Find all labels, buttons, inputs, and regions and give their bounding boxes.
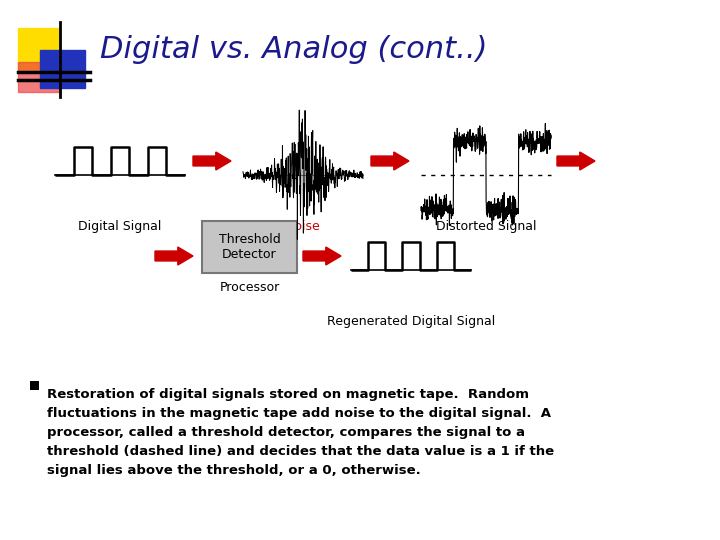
Text: Distorted Signal: Distorted Signal: [436, 220, 536, 233]
Bar: [30, 381, 39, 390]
Bar: [202, 221, 297, 273]
FancyArrow shape: [303, 247, 341, 265]
Text: signal lies above the threshold, or a 0, otherwise.: signal lies above the threshold, or a 0,…: [47, 464, 420, 477]
Text: Threshold
Detector: Threshold Detector: [219, 233, 280, 261]
FancyArrow shape: [193, 152, 231, 170]
Bar: [40, 50, 85, 88]
Text: Regenerated Digital Signal: Regenerated Digital Signal: [327, 315, 495, 328]
Text: threshold (dashed line) and decides that the data value is a 1 if the: threshold (dashed line) and decides that…: [47, 445, 554, 458]
Text: Digital vs. Analog (cont..): Digital vs. Analog (cont..): [100, 36, 487, 64]
FancyArrow shape: [371, 152, 409, 170]
FancyArrow shape: [557, 152, 595, 170]
Text: Noise: Noise: [286, 220, 320, 233]
Bar: [18, 62, 60, 92]
FancyArrow shape: [155, 247, 193, 265]
Text: processor, called a threshold detector, compares the signal to a: processor, called a threshold detector, …: [47, 426, 525, 439]
Bar: [18, 28, 60, 70]
Text: Processor: Processor: [220, 281, 279, 294]
Text: fluctuations in the magnetic tape add noise to the digital signal.  A: fluctuations in the magnetic tape add no…: [47, 407, 551, 420]
Text: Restoration of digital signals stored on magnetic tape.  Random: Restoration of digital signals stored on…: [47, 388, 529, 401]
Text: Digital Signal: Digital Signal: [78, 220, 162, 233]
